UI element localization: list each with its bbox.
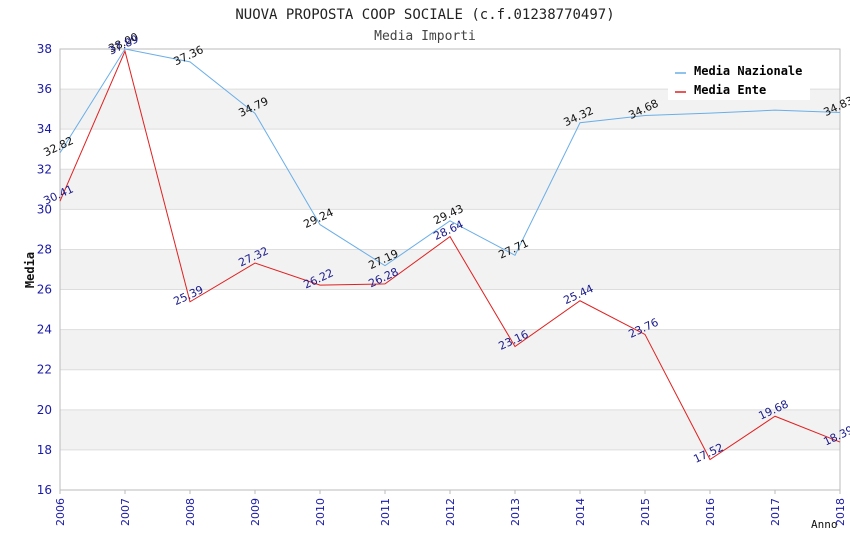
series-lines <box>59 48 841 461</box>
x-axis-label: Anno <box>811 518 838 531</box>
y-tick-label: 38 <box>37 42 52 56</box>
x-tick-label: 2015 <box>639 498 652 526</box>
x-tick-label: 2017 <box>769 498 782 526</box>
background-band <box>60 169 840 210</box>
y-tick-label: 26 <box>37 283 52 297</box>
y-tick-label: 30 <box>37 202 52 216</box>
chart-title: NUOVA PROPOSTA COOP SOCIALE (c.f.0123877… <box>235 7 614 23</box>
y-tick-label: 18 <box>37 443 52 457</box>
legend-label-media-nazionale: Media Nazionale <box>694 64 802 78</box>
chart-subtitle: Media Importi <box>374 29 476 44</box>
series-line-media-ente <box>59 49 841 461</box>
background-band <box>60 329 840 370</box>
y-tick-label: 34 <box>37 122 52 136</box>
y-tick-label: 28 <box>37 242 52 256</box>
x-tick-label: 2010 <box>314 498 327 526</box>
legend-label-media-ente: Media Ente <box>694 83 766 97</box>
x-tick-label: 2006 <box>54 498 67 526</box>
data-label-media-nazionale: 32.82 <box>41 134 75 159</box>
background-band <box>60 249 840 290</box>
x-tick-labels: 2006 2007 2008 2009 2010 2011 2012 2013 2014 2015… <box>54 498 847 526</box>
x-tick-label: 2018 <box>834 498 847 526</box>
y-tick-label: 24 <box>37 323 52 337</box>
y-tick-label: 22 <box>37 363 52 377</box>
y-axis-label: Media <box>23 252 37 288</box>
y-tick-label: 32 <box>37 162 52 176</box>
legend: Media Nazionale Media Ente <box>668 60 810 100</box>
x-tick-label: 2011 <box>379 498 392 526</box>
data-label-media-nazionale: 37.36 <box>171 43 205 68</box>
legend-box <box>668 60 810 100</box>
x-tick-label: 2014 <box>574 498 587 526</box>
y-tick-label: 16 <box>37 483 52 497</box>
background-bands <box>60 89 840 450</box>
x-tick-label: 2008 <box>184 498 197 526</box>
y-tick-label: 20 <box>37 403 52 417</box>
x-tick-label: 2012 <box>444 498 457 526</box>
series-line-media-nazionale <box>59 48 841 267</box>
x-tick-label: 2013 <box>509 498 522 526</box>
x-tick-label: 2009 <box>249 498 262 526</box>
x-tick-label: 2007 <box>119 498 132 526</box>
plot-frame <box>59 48 841 491</box>
background-band <box>60 409 840 450</box>
y-tick-label: 36 <box>37 82 52 96</box>
y-tick-labels: 16 18 20 22 24 26 28 30 32 34 36 38 <box>37 42 52 497</box>
x-tick-label: 2016 <box>704 498 717 526</box>
